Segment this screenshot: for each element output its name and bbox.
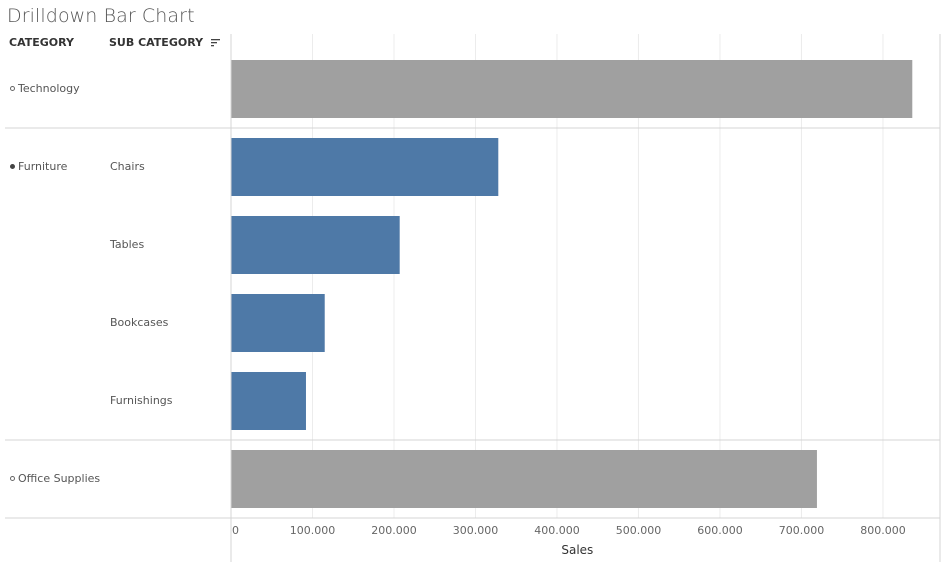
sub-category-label: Furnishings [110, 394, 173, 407]
bar[interactable] [231, 372, 306, 430]
x-axis-title: Sales [561, 543, 593, 557]
filled-circle-icon[interactable] [10, 163, 15, 169]
x-tick-label: 700.000 [779, 524, 825, 537]
category-label[interactable]: Office Supplies [10, 472, 100, 485]
hollow-circle-icon[interactable] [10, 475, 15, 481]
category-text: Furniture [18, 160, 68, 173]
hollow-circle-icon[interactable] [10, 85, 15, 91]
bar[interactable] [231, 294, 325, 352]
sub-category-column-header[interactable]: SUB CATEGORY [109, 36, 204, 49]
bar[interactable] [231, 138, 499, 196]
sub-category-label: Bookcases [110, 316, 169, 329]
bar[interactable] [231, 60, 913, 118]
x-tick-label: 200.000 [371, 524, 417, 537]
sort-descending-icon[interactable] [210, 37, 221, 48]
sub-category-label: Tables [110, 238, 145, 251]
x-tick-label: 300.000 [453, 524, 499, 537]
x-tick-label: 800.000 [860, 524, 906, 537]
chart-title: Drilldown Bar Chart [7, 5, 195, 27]
bar[interactable] [231, 450, 817, 508]
category-column-header[interactable]: CATEGORY [9, 36, 74, 49]
x-tick-label: 400.000 [534, 524, 580, 537]
category-text: Office Supplies [18, 472, 101, 485]
x-tick-label: 600.000 [697, 524, 743, 537]
category-text: Technology [18, 82, 80, 95]
x-tick-label: 100.000 [290, 524, 336, 537]
bar[interactable] [231, 216, 400, 274]
x-tick-label: 0 [232, 524, 239, 537]
x-tick-label: 500.000 [616, 524, 662, 537]
category-label[interactable]: Furniture [10, 160, 67, 173]
category-label[interactable]: Technology [10, 82, 80, 95]
sub-category-label: Chairs [110, 160, 145, 173]
